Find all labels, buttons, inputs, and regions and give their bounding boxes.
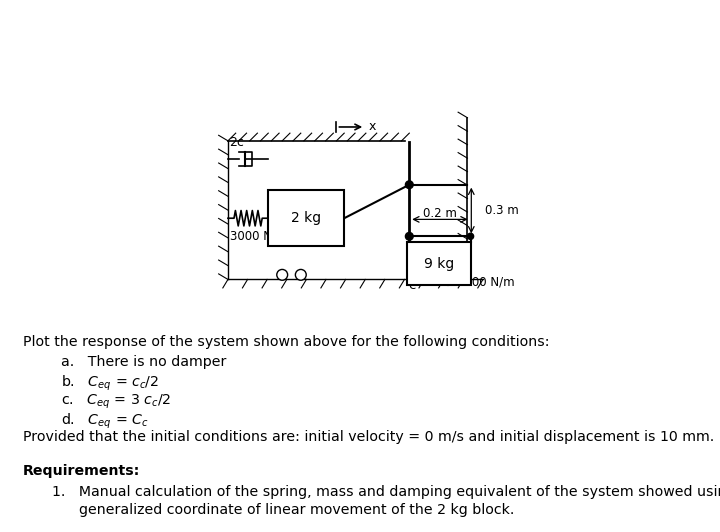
Text: 9 kg: 9 kg xyxy=(423,256,454,271)
Text: b.   $C_{eq}$ = $c_c$/2: b. $C_{eq}$ = $c_c$/2 xyxy=(61,374,159,393)
Text: 3000 N/m: 3000 N/m xyxy=(230,229,287,242)
Circle shape xyxy=(276,269,287,280)
Text: a.   There is no damper: a. There is no damper xyxy=(61,355,227,369)
Text: x: x xyxy=(368,120,376,134)
Circle shape xyxy=(405,181,413,188)
Text: 0.3 m: 0.3 m xyxy=(485,204,519,217)
Bar xyxy=(407,243,471,285)
Text: 2c: 2c xyxy=(230,136,244,148)
Text: 9000 N/m: 9000 N/m xyxy=(457,276,515,289)
Bar xyxy=(269,190,344,246)
Text: Provided that the initial conditions are: initial velocity = 0 m/s and initial d: Provided that the initial conditions are… xyxy=(23,430,714,444)
Text: c.   $C_{eq}$ = 3 $c_c$/2: c. $C_{eq}$ = 3 $c_c$/2 xyxy=(61,393,171,411)
Circle shape xyxy=(467,233,474,239)
Text: generalized coordinate of linear movement of the 2 kg block.: generalized coordinate of linear movemen… xyxy=(52,503,514,517)
Circle shape xyxy=(405,232,413,240)
Text: d.   $C_{eq}$ = $C_c$: d. $C_{eq}$ = $C_c$ xyxy=(61,411,149,430)
Text: Requirements:: Requirements: xyxy=(23,464,140,478)
Circle shape xyxy=(295,269,306,280)
Text: 2 kg: 2 kg xyxy=(291,211,321,225)
Text: Plot the response of the system shown above for the following conditions:: Plot the response of the system shown ab… xyxy=(23,335,549,349)
Text: 1.   Manual calculation of the spring, mass and damping equivalent of the system: 1. Manual calculation of the spring, mas… xyxy=(52,485,720,499)
Text: 0.2 m: 0.2 m xyxy=(423,207,457,220)
Text: c: c xyxy=(409,279,416,293)
